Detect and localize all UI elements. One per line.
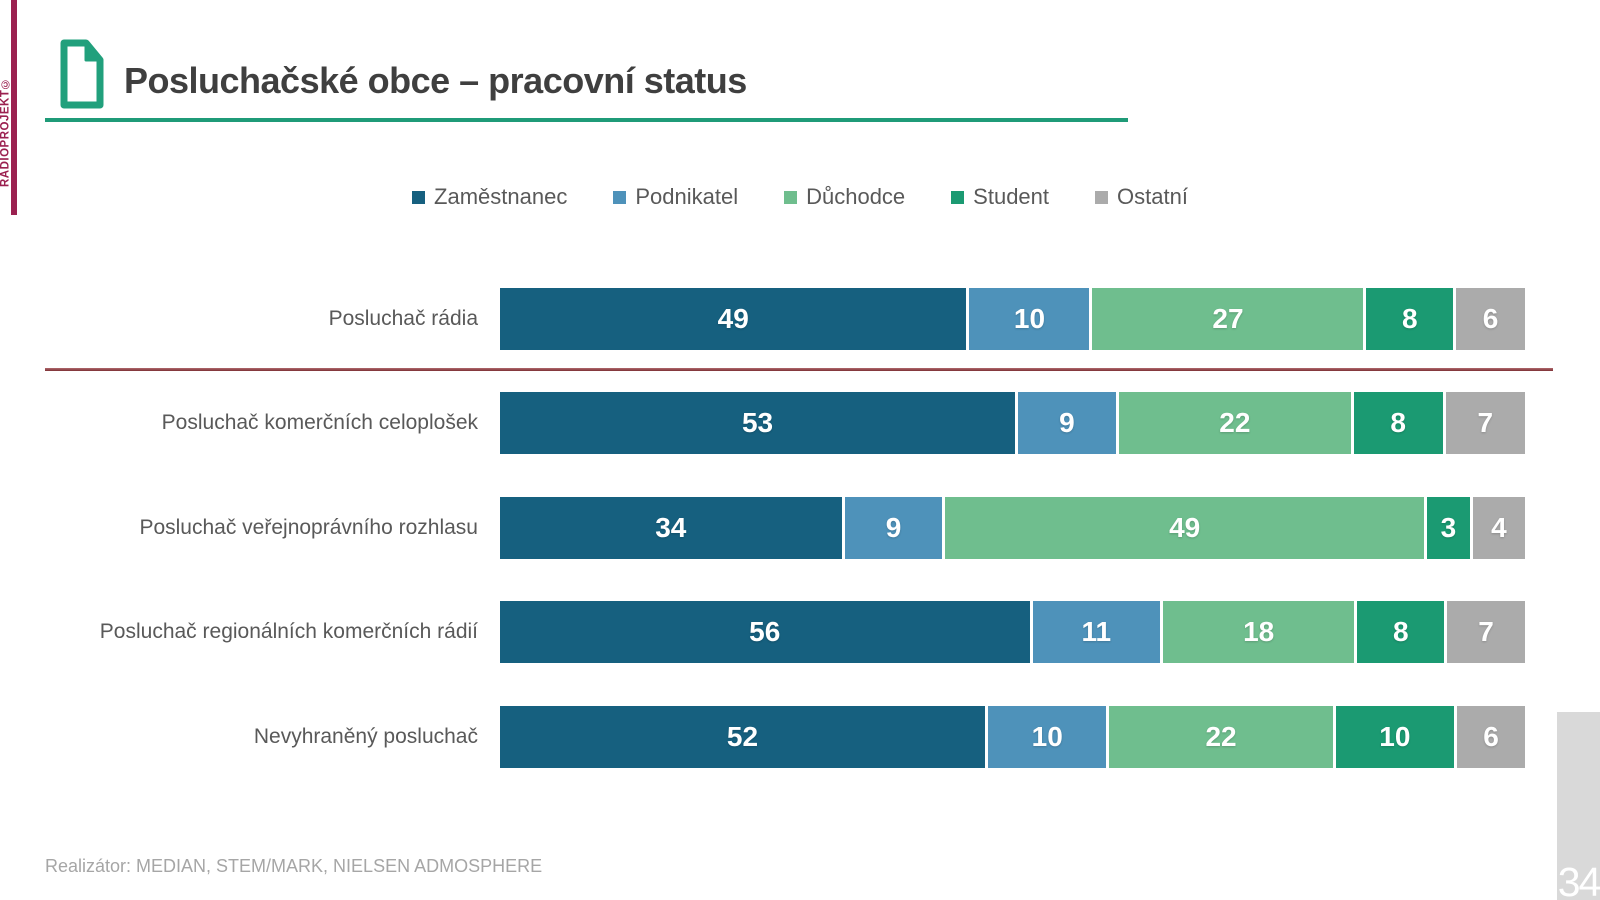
- value-label: 27: [1212, 303, 1244, 334]
- chart-row: Posluchač veřejnoprávního rozhlasu 34 9 49 3…: [0, 497, 1525, 559]
- value-label: 34: [655, 512, 687, 543]
- value-label: 6: [1483, 721, 1499, 752]
- value-label: 10: [1013, 303, 1046, 334]
- document-icon: [60, 39, 104, 109]
- bar-segment-ostatni: 6: [1456, 288, 1525, 350]
- category-label: Nevyhraněný posluchač: [253, 725, 478, 748]
- bar-segment-zamestnanec: 52: [500, 706, 986, 768]
- bar-segment-ostatni: 7: [1445, 392, 1525, 454]
- bar-segment-student: 8: [1357, 601, 1445, 663]
- chart-row: Posluchač regionálních komerčních rádií 5…: [0, 601, 1525, 663]
- stacked-bar: 34 9 49 3 4: [500, 497, 1525, 559]
- bar-segment-student: 10: [1335, 706, 1455, 768]
- legend-label: Student: [973, 184, 1050, 209]
- legend-marker-podnikatel: [613, 190, 627, 204]
- chart-row: Nevyhraněný posluchač 52 10 22 10 6: [0, 706, 1526, 768]
- bar-segment-podnikatel: 10: [988, 706, 1107, 768]
- legend-item-podnikatel: Podnikatel: [613, 184, 738, 210]
- bar-segment-student: 3: [1426, 497, 1470, 559]
- bar-segment-ostatni: 4: [1472, 497, 1525, 559]
- bar-segment-zamestnanec: 34: [500, 497, 842, 559]
- value-label: 56: [749, 616, 781, 647]
- bar-segment-duchodce: 22: [1109, 706, 1333, 768]
- bar-segment-duchodce: 22: [1118, 392, 1351, 454]
- bar-segment-zamestnanec: 53: [500, 392, 1016, 454]
- bar-segment-duchodce: 27: [1092, 288, 1364, 350]
- bar-segment-duchodce: 49: [945, 497, 1424, 559]
- brand-strip: [11, 0, 17, 215]
- value-label: 22: [1219, 407, 1251, 438]
- value-label: 49: [717, 303, 749, 334]
- value-label: 9: [885, 512, 902, 543]
- chart-row: Posluchač rádia 49 10 27 8 6: [0, 288, 1525, 350]
- stacked-bar: 53 9 22 8 7: [500, 392, 1525, 454]
- bar-segment-student: 8: [1353, 392, 1443, 454]
- legend-label: Ostatní: [1117, 184, 1188, 209]
- legend-marker-ostatni: [1095, 190, 1109, 204]
- legend-marker-zamestnanec: [412, 190, 426, 204]
- page-number: 34: [1557, 859, 1600, 900]
- value-label: 7: [1478, 616, 1494, 647]
- bar-segment-student: 8: [1366, 288, 1454, 350]
- value-label: 4: [1491, 512, 1507, 543]
- category-label: Posluchač rádia: [328, 307, 478, 330]
- footer-realizator: Realizátor: MEDIAN, STEM/MARK, NIELSEN A…: [45, 856, 543, 876]
- value-label: 8: [1402, 303, 1418, 334]
- legend-item-ostatni: Ostatní: [1095, 184, 1188, 210]
- stacked-bar: 56 11 18 8 7: [500, 601, 1525, 663]
- legend-label: Důchodce: [806, 184, 906, 209]
- separator-line: [45, 368, 1553, 371]
- bar-segment-podnikatel: 10: [969, 288, 1090, 350]
- legend-item-zamestnanec: Zaměstnanec: [412, 184, 567, 210]
- legend-item-duchodce: Důchodce: [784, 184, 905, 210]
- value-label: 10: [1379, 721, 1411, 752]
- bar-segment-ostatni: 6: [1457, 706, 1526, 768]
- bar-segment-podnikatel: 9: [1018, 392, 1116, 454]
- bar-segment-ostatni: 7: [1447, 601, 1525, 663]
- legend-marker-student: [951, 190, 965, 204]
- legend-marker-duchodce: [784, 190, 798, 204]
- category-label: Posluchač regionálních komerčních rádií: [99, 620, 478, 643]
- value-label: 6: [1482, 303, 1499, 334]
- value-label: 3: [1440, 512, 1457, 543]
- page-title: Posluchačské obce – pracovní status: [124, 60, 747, 101]
- value-label: 8: [1390, 407, 1406, 438]
- value-label: 8: [1392, 616, 1409, 647]
- stacked-bar: 52 10 22 10 6: [500, 706, 1526, 768]
- value-label: 22: [1205, 721, 1237, 752]
- stacked-bar: 49 10 27 8 6: [500, 288, 1525, 350]
- bar-segment-podnikatel: 11: [1032, 601, 1161, 663]
- legend-label: Podnikatel: [635, 184, 739, 209]
- bar-segment-zamestnanec: 56: [500, 601, 1030, 663]
- legend: Zaměstnanec Podnikatel Důchodce Student Osta…: [0, 183, 1600, 211]
- legend-item-student: Student: [951, 184, 1049, 210]
- bar-segment-podnikatel: 9: [844, 497, 943, 559]
- value-label: 49: [1169, 512, 1201, 543]
- value-label: 10: [1031, 721, 1063, 752]
- title-underline: [45, 118, 1128, 122]
- value-label: 11: [1081, 616, 1112, 647]
- value-label: 53: [741, 407, 774, 438]
- chart-row: Posluchač komerčních celoplošek 53 9 22 8 7: [0, 392, 1525, 454]
- bar-segment-duchodce: 18: [1163, 601, 1355, 663]
- legend-label: Zaměstnanec: [434, 184, 568, 209]
- value-label: 18: [1243, 616, 1275, 647]
- category-label: Posluchač komerčních celoplošek: [161, 411, 478, 434]
- category-label: Posluchač veřejnoprávního rozhlasu: [139, 516, 478, 539]
- value-label: 52: [726, 721, 759, 752]
- value-label: 7: [1477, 407, 1494, 438]
- page-number-box: 34: [1557, 712, 1600, 900]
- bar-segment-zamestnanec: 49: [500, 288, 967, 350]
- value-label: 9: [1059, 407, 1075, 438]
